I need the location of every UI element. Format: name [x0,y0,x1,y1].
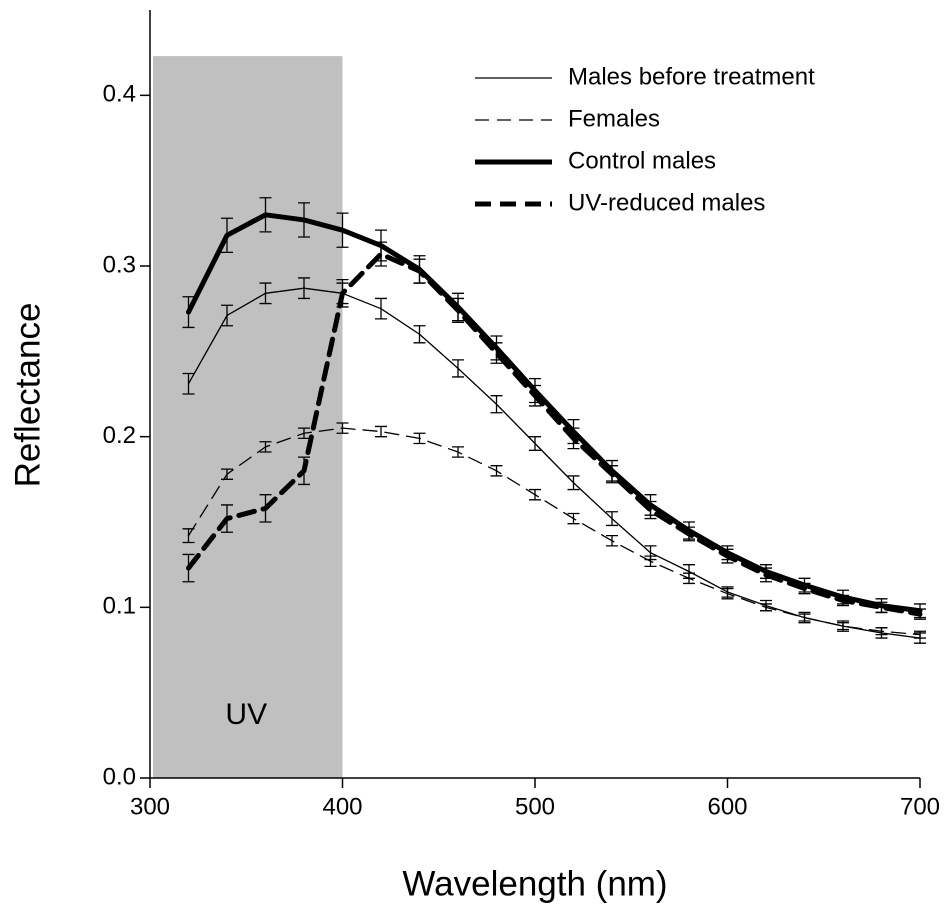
y-axis-label: Reflectance [8,303,47,488]
error-bar [490,342,503,364]
legend-label: Females [568,105,660,132]
series-line [186,251,923,617]
x-tick-label: 400 [322,793,362,820]
legend-label: Males before treatment [568,63,815,90]
series-line [187,287,921,639]
error-bar [375,425,387,438]
legend-label: Control males [568,147,716,174]
y-tick-label: 0.0 [103,763,136,790]
y-tick-label: 0.1 [103,593,136,620]
uv-label: UV [225,698,267,731]
series-line [186,212,923,614]
x-axis-label: Wavelength (nm) [402,864,667,903]
error-bar [837,622,849,631]
x-tick-label: 600 [707,793,747,820]
y-tick-label: 0.4 [103,81,136,108]
y-tick-label: 0.3 [103,251,136,278]
uv-region [153,56,343,778]
y-tick-label: 0.2 [103,422,136,449]
legend-label: UV-reduced males [568,189,765,216]
series-line [187,427,921,636]
x-tick-label: 500 [515,793,555,820]
x-tick-label: 300 [130,793,170,820]
error-bar [875,601,888,614]
x-tick-label: 700 [900,793,940,820]
